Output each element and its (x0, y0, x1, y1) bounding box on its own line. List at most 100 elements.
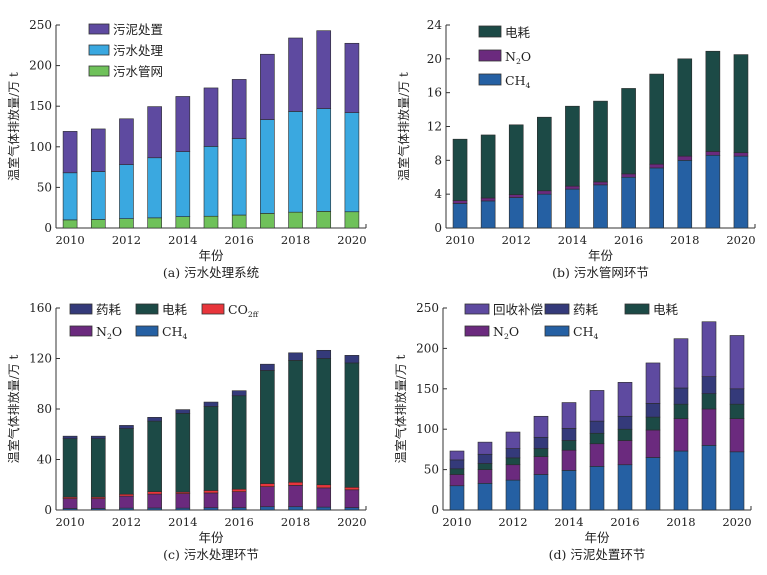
bar-segment (316, 349, 332, 359)
bar-segment (62, 435, 78, 439)
x-tick-label: 2020 (337, 515, 366, 529)
bar-stack-2010 (62, 131, 78, 229)
bar-segment (316, 211, 332, 229)
bar-segment (561, 428, 577, 441)
bar-segment (62, 131, 78, 174)
y-tick-label: 100 (29, 140, 52, 154)
bar-stack-2014 (175, 96, 191, 229)
legend-swatch (478, 73, 502, 86)
y-tick-label: 0 (44, 503, 52, 517)
bar-segment (449, 468, 465, 475)
bar-segment (231, 138, 247, 216)
bar-segment (288, 360, 303, 483)
x-tick-label: 2020 (722, 515, 751, 529)
chart-caption: (d) 污泥处置环节 (549, 547, 646, 562)
bar-stack-2016 (621, 88, 636, 229)
bar-segment (316, 358, 332, 486)
x-tick-label: 2014 (554, 515, 583, 529)
bar-segment (533, 436, 549, 449)
bar-segment (288, 481, 303, 486)
bar-segment (677, 58, 693, 157)
legend-label: 回收补偿 (493, 302, 543, 317)
bar-segment (533, 456, 549, 475)
bar-segment (452, 200, 468, 204)
bar-segment (505, 464, 521, 481)
bar-segment (203, 215, 219, 229)
legend-label-subscript: 2ff (248, 310, 259, 319)
bar-stack-2016 (617, 382, 633, 511)
legend-label: N2O (96, 324, 122, 341)
legend-label: 污泥处置 (113, 22, 163, 37)
bar-segment (147, 217, 162, 229)
bar-segment (449, 474, 465, 487)
bar-segment (316, 108, 332, 212)
x-tick-label: 2014 (558, 233, 587, 247)
x-tick-label: 2014 (168, 233, 197, 247)
bar-stack-2018 (677, 58, 693, 229)
y-tick-label: 40 (37, 453, 52, 467)
y-tick-label: 150 (416, 382, 439, 396)
bar-stack-2018 (288, 37, 303, 229)
bar-segment (288, 37, 303, 112)
chart-panel-a: 0 50 100 150 200 250 2010 2012 2014 2016 2018 2020 污… (0, 0, 383, 285)
bar-segment (593, 100, 608, 183)
bar-segment (119, 218, 134, 229)
bar-segment (480, 200, 496, 229)
legend-swatch (544, 325, 570, 337)
bar-segment (147, 417, 162, 422)
y-tick-label: 16 (427, 86, 442, 100)
bar-segment (90, 128, 106, 172)
bar-segment (477, 441, 493, 455)
bar-segment (175, 493, 191, 509)
bar-segment (477, 483, 493, 511)
bar-segment (119, 495, 134, 509)
chart-a: 0 50 100 150 200 250 2010 2012 2014 2016 2018 2020 污… (6, 18, 367, 280)
bar-segment (729, 335, 745, 390)
y-tick-label: 200 (29, 59, 52, 73)
legend-swatch (624, 303, 650, 315)
legend-label-subscript: 4 (593, 332, 598, 341)
bar-stack-2014 (565, 105, 580, 229)
legend-label: CH4 (573, 324, 598, 341)
bar-segment (260, 370, 275, 484)
bar-stack-2012 (119, 118, 134, 229)
chart-caption: (c) 污水处理环节 (163, 547, 259, 562)
bar-stack-2020 (729, 335, 745, 511)
legend-swatch (88, 44, 110, 56)
legend-label-subscript: 2 (107, 332, 112, 341)
bar-stack-2020 (733, 54, 749, 229)
chart-caption: (a) 污水处理系统 (163, 265, 259, 280)
bar-segment (260, 483, 275, 487)
y-axis-label: 温室气体排放量/万 t (6, 354, 21, 463)
bar-segment (589, 443, 605, 467)
bar-stack-2012 (119, 425, 134, 511)
bar-stack-2017 (260, 363, 275, 511)
bar-segment (449, 485, 465, 511)
bar-stack-2017 (649, 73, 664, 229)
legend-swatch (478, 25, 502, 38)
bar-segment (621, 173, 636, 178)
bar-segment (645, 362, 661, 404)
bar-segment (733, 54, 749, 154)
bar-segment (90, 171, 106, 220)
x-tick-label: 2020 (337, 233, 366, 247)
bar-stack-2017 (645, 362, 661, 511)
legend-label-tail: O (112, 324, 122, 339)
bar-stack-2013 (147, 417, 162, 511)
bar-segment (175, 413, 191, 493)
x-tick-label: 2010 (442, 515, 471, 529)
y-tick-label: 4 (434, 187, 442, 201)
bar-stack-2010 (449, 450, 465, 511)
x-axis-label: 年份 (584, 530, 610, 545)
y-tick-label: 50 (37, 180, 52, 194)
x-tick-label: 2012 (112, 233, 141, 247)
bar-segment (344, 112, 360, 213)
y-tick-label: 0 (44, 221, 52, 235)
bar-segment (617, 464, 633, 511)
bar-segment (288, 506, 303, 511)
y-tick-label: 100 (416, 422, 439, 436)
bar-segment (344, 355, 360, 364)
bar-segment (203, 87, 219, 147)
bar-segment (645, 403, 661, 418)
legend-swatch (464, 303, 490, 315)
